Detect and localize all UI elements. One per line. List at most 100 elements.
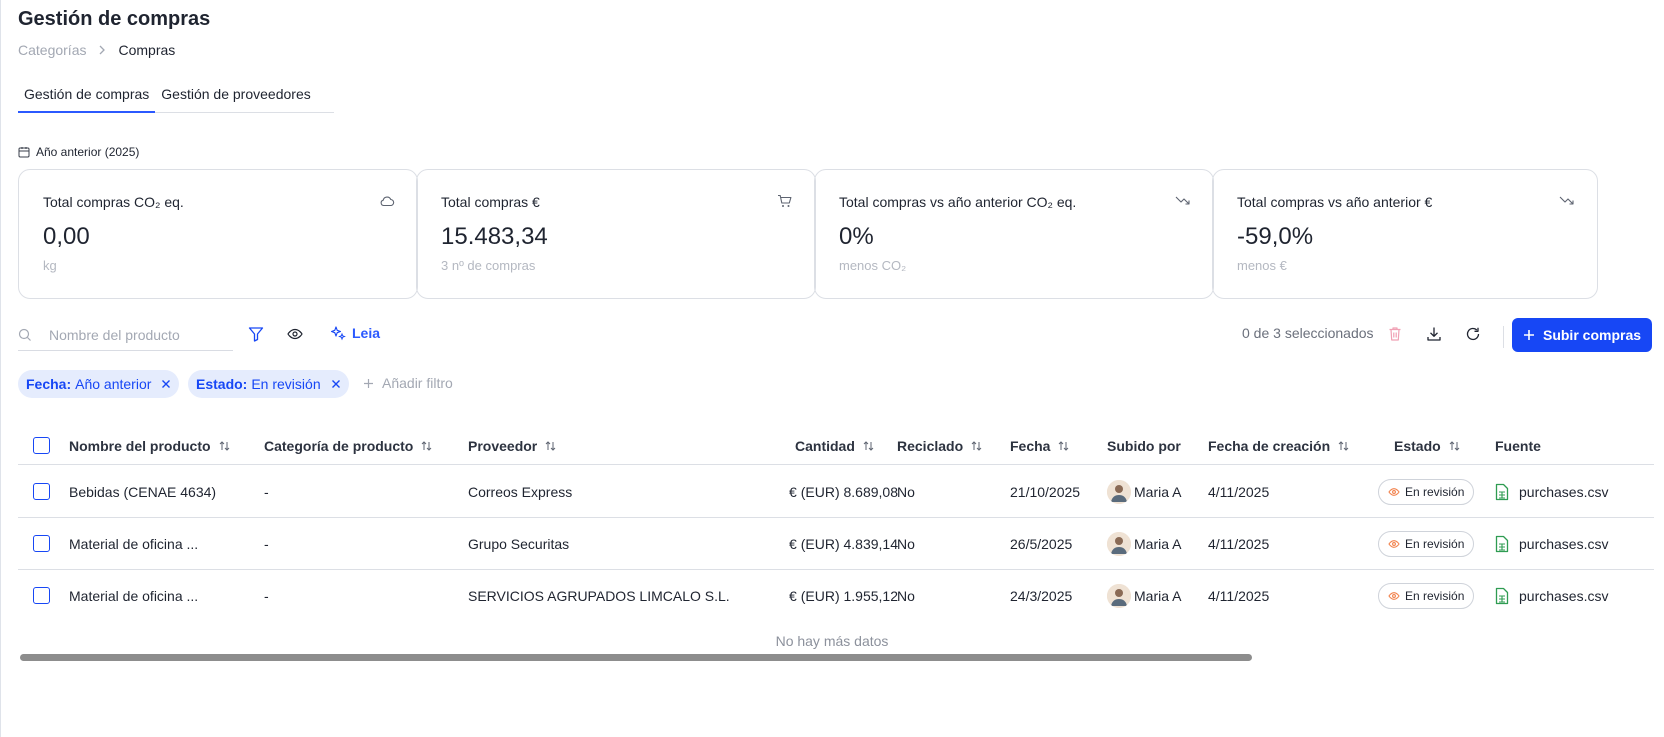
cell-recycled: No (897, 536, 915, 552)
horizontal-scrollbar[interactable] (20, 654, 1252, 661)
sort-icon[interactable] (863, 441, 874, 451)
select-all-checkbox[interactable] (33, 437, 50, 454)
row-checkbox[interactable] (33, 535, 50, 552)
filter-chip-fecha[interactable]: Fecha: Año anterior (18, 370, 180, 398)
cell-source: purchases.csv (1495, 466, 1608, 518)
sort-icon[interactable] (421, 441, 432, 451)
add-filter-label: Añadir filtro (382, 375, 453, 391)
tab-bar: Gestión de compras Gestión de proveedore… (18, 80, 334, 113)
column-header-product-name[interactable]: Nombre del producto (69, 427, 230, 465)
refresh-icon[interactable] (1465, 326, 1481, 342)
cell-source: purchases.csv (1495, 518, 1608, 570)
column-header-label: Categoría de producto (264, 438, 414, 454)
cell-created-date: 4/11/2025 (1208, 588, 1270, 604)
source-file-link[interactable]: purchases.csv (1495, 483, 1608, 501)
cloud-icon (379, 194, 395, 213)
eye-icon (1388, 591, 1400, 601)
add-filter-button[interactable]: Añadir filtro (363, 375, 453, 391)
uploader-name: Maria A (1134, 536, 1182, 552)
sort-icon[interactable] (219, 441, 230, 451)
eye-icon[interactable] (287, 327, 303, 341)
row-checkbox[interactable] (33, 587, 50, 604)
csv-file-icon (1495, 483, 1509, 501)
tab-gestion-proveedores[interactable]: Gestión de proveedores (161, 86, 311, 102)
sort-icon[interactable] (1338, 441, 1349, 451)
kpi-card-value: -59,0% (1237, 223, 1314, 250)
close-icon[interactable] (331, 379, 341, 389)
row-checkbox[interactable] (33, 483, 50, 500)
search-box (18, 319, 233, 351)
cell-supplier: Grupo Securitas (468, 536, 570, 552)
period-indicator[interactable]: Año anterior (2025) (18, 145, 139, 159)
close-icon[interactable] (161, 379, 171, 389)
breadcrumb-compras: Compras (118, 42, 176, 58)
cell-date: 24/3/2025 (1010, 588, 1073, 604)
cell-created-date: 4/11/2025 (1208, 536, 1270, 552)
trending-down-icon (1175, 194, 1191, 212)
kpi-card-total-eur: Total compras € 15.483,34 3 nº de compra… (416, 169, 816, 299)
cell-supplier: Correos Express (468, 484, 573, 500)
tab-gestion-compras[interactable]: Gestión de compras (18, 80, 156, 113)
trending-down-icon (1559, 194, 1575, 212)
source-file-link[interactable]: purchases.csv (1495, 535, 1608, 553)
cell-recycled: No (897, 484, 915, 500)
kpi-card-subtitle: 3 nº de compras (441, 258, 536, 273)
cell-uploaded-by: Maria A (1107, 518, 1181, 570)
sort-icon[interactable] (1449, 441, 1460, 451)
cell-created-date: 4/11/2025 (1208, 484, 1270, 500)
leia-button[interactable]: Leia (330, 325, 380, 341)
filter-chip-estado[interactable]: Estado: En revisión (188, 370, 349, 398)
column-header-amount[interactable]: Cantidad (795, 427, 874, 465)
sort-icon[interactable] (545, 441, 556, 451)
search-input[interactable] (49, 326, 229, 343)
uploader-name: Maria A (1134, 588, 1182, 604)
shopping-cart-icon (777, 194, 793, 213)
kpi-card-subtitle: menos CO₂ (839, 258, 907, 273)
sort-icon[interactable] (971, 441, 982, 451)
column-header-date[interactable]: Fecha (1010, 427, 1069, 465)
status-label: En revisión (1405, 589, 1465, 603)
column-header-product-category[interactable]: Categoría de producto (264, 427, 432, 465)
cell-amount: € (EUR) 4.839,14 (789, 536, 898, 552)
eye-icon (1388, 539, 1400, 549)
column-header-created-date[interactable]: Fecha de creación (1208, 427, 1349, 465)
breadcrumb-categorias[interactable]: Categorías (18, 42, 87, 58)
kpi-card-title: Total compras vs año anterior CO₂ eq. (839, 194, 1077, 210)
sort-icon[interactable] (1058, 441, 1069, 451)
column-header-label: Nombre del producto (69, 438, 211, 454)
trash-icon[interactable] (1388, 326, 1402, 342)
csv-file-icon (1495, 535, 1509, 553)
kpi-card-subtitle: menos € (1237, 258, 1287, 273)
cell-uploaded-by: Maria A (1107, 466, 1181, 518)
avatar (1107, 480, 1131, 504)
source-file-name: purchases.csv (1519, 588, 1609, 604)
source-file-name: purchases.csv (1519, 536, 1609, 552)
table-row[interactable]: Bebidas (CENAE 4634) - Correos Express €… (18, 466, 1654, 518)
column-header-label: Proveedor (468, 438, 538, 454)
search-icon (18, 328, 32, 342)
source-file-name: purchases.csv (1519, 484, 1609, 500)
kpi-card-title: Total compras CO₂ eq. (43, 194, 184, 210)
period-label: Año anterior (2025) (36, 145, 140, 159)
kpi-card-subtitle: kg (43, 258, 57, 273)
table-row[interactable]: Material de oficina ... - Grupo Securita… (18, 518, 1654, 570)
column-header-supplier[interactable]: Proveedor (468, 427, 556, 465)
table-row[interactable]: Material de oficina ... - SERVICIOS AGRU… (18, 570, 1654, 622)
kpi-card-title: Total compras vs año anterior € (1237, 194, 1433, 210)
download-icon[interactable] (1426, 326, 1442, 342)
chevron-right-icon (98, 45, 106, 55)
source-file-link[interactable]: purchases.csv (1495, 587, 1608, 605)
filter-icon[interactable] (248, 326, 264, 342)
plus-icon (1523, 329, 1535, 341)
cell-category: - (264, 536, 269, 552)
page-title: Gestión de compras (18, 8, 211, 30)
column-header-recycled[interactable]: Reciclado (897, 427, 982, 465)
filter-chip-key: Fecha: (26, 376, 72, 392)
upload-purchases-button[interactable]: Subir compras (1512, 318, 1652, 352)
status-label: En revisión (1405, 485, 1465, 499)
kpi-card-co2: Total compras CO₂ eq. 0,00 kg (18, 169, 418, 299)
cell-product-name: Material de oficina ... (69, 536, 199, 552)
column-header-status[interactable]: Estado (1394, 427, 1460, 465)
cell-date: 26/5/2025 (1010, 536, 1073, 552)
cell-date: 21/10/2025 (1010, 484, 1081, 500)
